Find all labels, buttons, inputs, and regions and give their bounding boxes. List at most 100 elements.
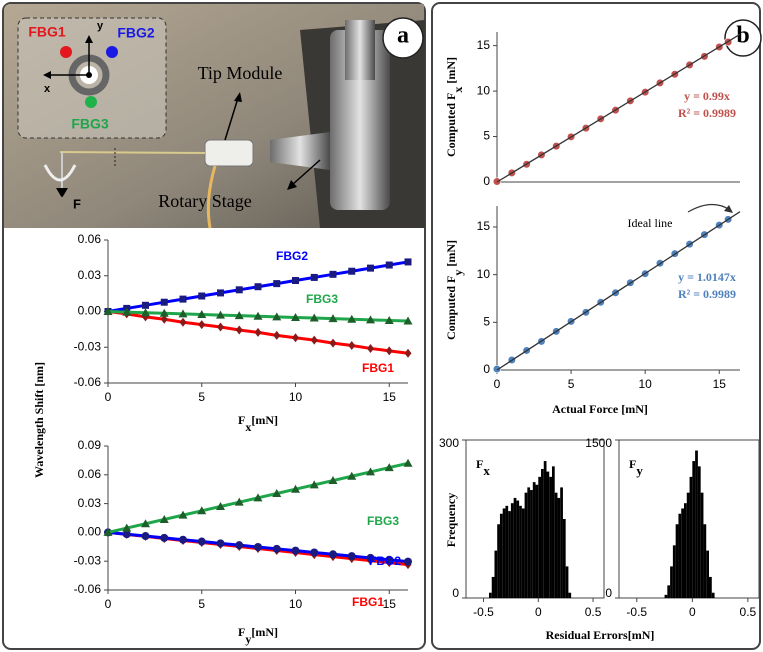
y-tick-label: 0 xyxy=(452,586,459,600)
point xyxy=(493,365,501,373)
hist-bar xyxy=(544,461,547,598)
figure: FBG1 FBG2 FBG3 y x Tip Module Rotary Sta… xyxy=(0,0,763,652)
photo-label: F xyxy=(73,196,81,211)
hist-bar xyxy=(508,511,511,598)
marker xyxy=(217,539,225,547)
hist-bar xyxy=(560,487,563,598)
annotation: y = 0.99x xyxy=(684,89,730,103)
photo-label: FBG1 xyxy=(28,24,66,40)
hist-bar xyxy=(703,524,706,598)
hist-bar xyxy=(701,493,704,598)
x-tick-label: 0 xyxy=(105,597,112,611)
annotation: R² = 0.9989 xyxy=(678,106,736,120)
y-tick-label: 0 xyxy=(483,362,490,376)
y-tick-label: -0.06 xyxy=(74,375,102,389)
hist-bar xyxy=(516,501,519,598)
series-label: FBG2 xyxy=(276,249,308,263)
hist-bar xyxy=(681,508,684,598)
hist-bar xyxy=(500,514,503,598)
hist-bar xyxy=(549,477,552,598)
hist-bar xyxy=(555,493,558,598)
y-tick-label: 0.09 xyxy=(78,438,102,452)
hist-bar xyxy=(492,577,495,598)
hist-bar xyxy=(676,524,679,598)
marker xyxy=(329,550,337,558)
hist-bar xyxy=(692,461,695,598)
y-tick-label: 10 xyxy=(477,267,491,281)
hist-bar xyxy=(670,566,673,598)
x-tick-label: 10 xyxy=(289,390,303,404)
x-tick-label: 0.5 xyxy=(585,605,602,619)
marker xyxy=(198,538,206,546)
x-tick-label: 0 xyxy=(689,605,696,619)
y-axis-label-part: [mN] xyxy=(444,57,458,87)
hist-bar xyxy=(709,577,712,598)
panel-title-part: y xyxy=(636,463,643,478)
y-axis-label: Frequency xyxy=(444,493,458,547)
series-label: FBG1 xyxy=(352,595,384,609)
hist-bar xyxy=(552,466,555,598)
hist-bar xyxy=(511,503,514,598)
panel-title-part: x xyxy=(483,463,490,478)
panel-title-part: F xyxy=(629,457,636,471)
x-tick-label: 15 xyxy=(383,597,397,611)
hist-bar xyxy=(698,466,701,598)
marker xyxy=(348,552,356,560)
photo-label: FBG2 xyxy=(117,25,155,41)
hist-bar xyxy=(673,545,676,598)
marker xyxy=(310,548,318,556)
hist-bar xyxy=(519,506,522,598)
x-tick-label: 5 xyxy=(198,390,205,404)
hist-bar xyxy=(557,498,560,598)
hist-bar xyxy=(695,451,698,598)
hist-bar xyxy=(563,519,566,598)
y-tick-label: 5 xyxy=(483,314,490,328)
marker xyxy=(273,545,281,553)
x-tick-label: 10 xyxy=(638,377,652,391)
x-tick-label: 0 xyxy=(494,377,501,391)
marker xyxy=(292,277,299,284)
y-tick-label: 0.00 xyxy=(78,525,102,539)
y-tick-label: -0.03 xyxy=(74,339,102,353)
annotation: y = 1.0147x xyxy=(678,270,736,284)
marker xyxy=(273,280,280,287)
y-tick-label: 0.00 xyxy=(78,304,102,318)
x-tick-label: -0.5 xyxy=(626,605,647,619)
hist-bar xyxy=(538,477,541,598)
marker xyxy=(404,558,412,566)
y-tick-label: -0.06 xyxy=(74,582,102,596)
hist-bar xyxy=(530,490,533,598)
y-tick-label: 0.06 xyxy=(78,232,102,246)
marker xyxy=(292,547,300,555)
panel-title-part: F xyxy=(476,457,483,471)
marker xyxy=(311,274,318,281)
hist-bar xyxy=(566,566,569,598)
marker xyxy=(160,534,168,542)
axis-letter: y xyxy=(97,20,104,32)
photo-label: Tip Module xyxy=(198,63,283,83)
hist-bar xyxy=(541,469,544,598)
hist-bar xyxy=(712,593,715,598)
hist-bar xyxy=(505,506,508,598)
series-label: FBG3 xyxy=(367,514,399,528)
x-tick-label: 5 xyxy=(198,597,205,611)
hist-bar xyxy=(678,514,681,598)
marker xyxy=(198,293,205,300)
x-tick-label: 15 xyxy=(383,390,397,404)
hist-bar xyxy=(533,482,536,598)
hist-bar xyxy=(489,593,492,598)
hist-bar xyxy=(503,508,506,598)
series-label: FBG2 xyxy=(369,554,401,568)
photo-label: FBG3 xyxy=(71,116,109,132)
y-tick-label: 0 xyxy=(605,586,612,600)
marker xyxy=(386,262,393,269)
marker xyxy=(254,543,262,551)
hist-bar xyxy=(665,595,668,598)
hist-bar xyxy=(497,524,500,598)
marker xyxy=(348,268,355,275)
y-tick-label: 1500 xyxy=(585,436,612,450)
y-tick-label: 0.03 xyxy=(78,268,102,282)
y-tick-label: 0 xyxy=(483,174,490,188)
marker xyxy=(236,286,243,293)
x-axis-label-part: F xyxy=(238,625,245,639)
